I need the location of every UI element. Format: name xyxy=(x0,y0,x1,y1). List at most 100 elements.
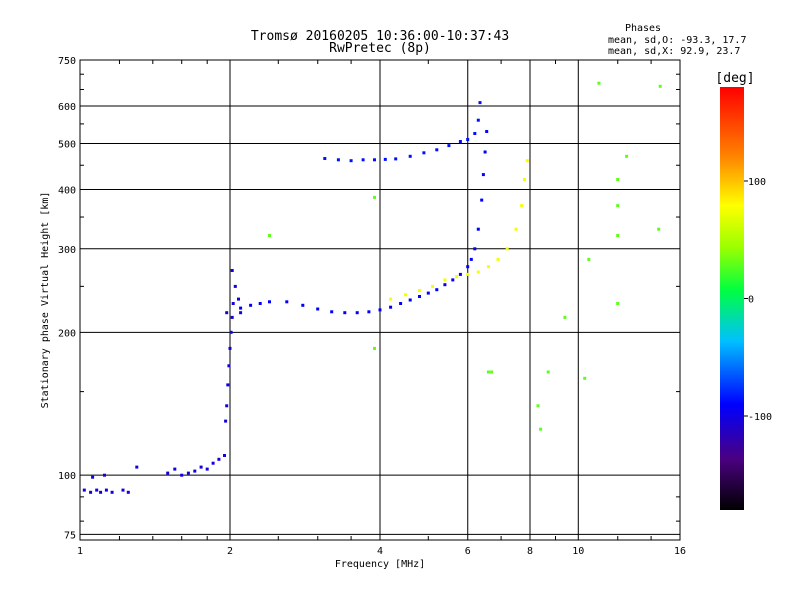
scatter-point xyxy=(285,300,289,304)
scatter-point xyxy=(330,310,334,314)
x-tick-label: 10 xyxy=(572,546,584,557)
scatter-point xyxy=(476,227,480,231)
scatter-point xyxy=(316,307,320,311)
scatter-point xyxy=(426,291,430,295)
scatter-point xyxy=(616,178,620,181)
scatter-point xyxy=(186,471,190,475)
scatter-point xyxy=(483,150,487,154)
scatter-point xyxy=(193,469,197,473)
y-axis-label: Stationary phase Virtual Height [km] xyxy=(40,192,51,409)
scatter-point xyxy=(523,178,526,181)
scatter-point xyxy=(394,157,398,161)
x-tick-label: 16 xyxy=(674,546,686,557)
scatter-point xyxy=(583,376,587,380)
scatter-point xyxy=(404,293,407,297)
scatter-point xyxy=(378,308,382,312)
scatter-point xyxy=(478,101,482,105)
phase-label: Phases xyxy=(625,23,661,34)
scatter-point xyxy=(486,265,490,269)
scatter-point xyxy=(103,473,106,477)
scatter-point xyxy=(173,467,177,471)
scatter-point xyxy=(563,315,567,319)
scatter-point xyxy=(230,269,234,272)
scatter-point xyxy=(211,461,215,465)
scatter-point xyxy=(481,173,485,177)
scatter-point xyxy=(205,467,209,471)
scatter-point xyxy=(466,272,470,276)
scatter-point xyxy=(476,270,480,274)
colorbar-tick-label: -100 xyxy=(748,412,772,423)
scatter-point xyxy=(361,158,365,162)
scatter-point xyxy=(399,302,403,305)
scatter-point xyxy=(217,457,221,461)
chart-title-line1: Tromsø 20160205 10:36:00-10:37:43 xyxy=(251,29,509,44)
scatter-point xyxy=(373,158,376,162)
scatter-point xyxy=(447,144,451,148)
scatter-point xyxy=(82,488,86,492)
y-tick-label: 200 xyxy=(58,328,76,339)
scatter-point xyxy=(520,204,524,208)
scatter-point xyxy=(597,81,601,85)
scatter-point xyxy=(89,490,93,494)
scatter-point xyxy=(239,306,243,310)
scatter-point xyxy=(349,159,353,163)
scatter-point xyxy=(99,490,103,494)
scatter-point xyxy=(268,300,271,304)
scatter-point xyxy=(239,311,243,315)
scatter-point xyxy=(230,315,234,319)
scatter-point xyxy=(301,303,305,307)
scatter-points xyxy=(82,81,662,494)
y-tick-label: 300 xyxy=(58,245,76,256)
scatter-point xyxy=(226,383,230,387)
scatter-point xyxy=(389,305,393,309)
scatter-point xyxy=(408,298,412,302)
scatter-point xyxy=(616,234,620,237)
grid-lines xyxy=(79,59,681,540)
scatter-point xyxy=(469,257,473,261)
scatter-point xyxy=(616,302,620,305)
scatter-point xyxy=(466,138,470,141)
colorbar-ticks: 100 0 -100 xyxy=(744,177,772,423)
scatter-point xyxy=(431,284,435,288)
scatter-point xyxy=(373,346,376,350)
scatter-point xyxy=(225,404,229,408)
scatter-point xyxy=(258,302,262,305)
scatter-point xyxy=(657,227,661,231)
scatter-point xyxy=(355,311,359,315)
scatter-point xyxy=(455,275,459,279)
y-tick-labels: 75 100 200 300 400 500 600 750 xyxy=(58,56,76,541)
x-tick-label: 8 xyxy=(527,546,533,557)
scatter-point xyxy=(546,370,550,374)
scatter-point xyxy=(225,311,229,315)
scatter-point xyxy=(418,289,421,292)
x-tick-label: 1 xyxy=(77,546,83,557)
scatter-point xyxy=(224,419,228,423)
scatter-point xyxy=(496,257,500,261)
scatter-point xyxy=(443,278,447,282)
x-tick-label: 2 xyxy=(227,546,233,557)
scatter-point xyxy=(237,297,240,301)
scatter-point xyxy=(91,475,95,479)
scatter-point xyxy=(435,148,439,152)
chart-title-line2: RwPretec (8p) xyxy=(329,41,431,56)
scatter-point xyxy=(121,488,125,492)
scatter-point xyxy=(408,154,412,158)
scatter-point xyxy=(435,288,439,292)
scatter-point xyxy=(451,278,455,282)
scatter-point xyxy=(473,247,477,251)
scatter-point xyxy=(525,159,529,163)
scatter-point xyxy=(231,302,235,305)
colorbar xyxy=(720,87,744,510)
scatter-point xyxy=(480,198,484,202)
scatter-point xyxy=(536,404,540,408)
scatter-point xyxy=(336,158,340,162)
colorbar-unit-label: [deg] xyxy=(715,71,754,86)
scatter-point xyxy=(233,284,237,288)
scatter-point xyxy=(587,257,591,261)
scatter-point xyxy=(476,118,480,122)
scatter-point xyxy=(418,295,421,298)
scatter-point xyxy=(505,247,509,251)
scatter-point xyxy=(223,454,226,457)
scatter-point xyxy=(422,151,426,155)
scatter-point xyxy=(458,272,462,276)
